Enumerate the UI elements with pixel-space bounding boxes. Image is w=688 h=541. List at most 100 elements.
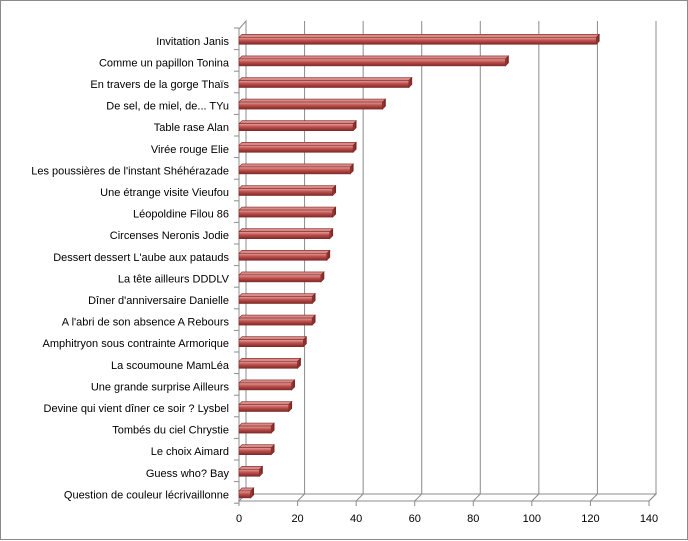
category-label: Guess who? Bay <box>146 468 230 480</box>
plot-walls <box>237 19 658 503</box>
category-label: Dîner d'anniversaire Danielle <box>88 295 229 307</box>
bar-end <box>352 119 357 132</box>
x-tick-label: 40 <box>350 513 362 525</box>
bar-top <box>238 206 337 211</box>
bar-end <box>382 98 386 110</box>
category-label: A l'abri de son absence A Rebours <box>62 317 230 329</box>
bar-top <box>238 465 264 470</box>
bar-top <box>238 336 308 341</box>
category-label: Virée rouge Elie <box>151 144 229 156</box>
bar-end <box>329 227 334 240</box>
category-label: Table rase Alan <box>154 122 229 134</box>
bar <box>238 209 334 218</box>
floor-gridline <box>590 493 598 502</box>
x-tick-label: 140 <box>640 513 658 525</box>
bar <box>238 188 334 196</box>
floor-gridline <box>648 493 657 502</box>
category-label: De sel, de miel, de... TYu <box>106 101 229 113</box>
bar-end <box>408 76 413 89</box>
category-label: En travers de la gorge Thaïs <box>90 79 229 91</box>
bar-end <box>250 487 255 499</box>
floor-gridline <box>531 493 540 502</box>
bar-top <box>238 33 601 38</box>
floor-gridline <box>355 493 364 502</box>
bar-end <box>320 271 325 283</box>
bar-top <box>238 401 293 405</box>
bar <box>238 339 304 348</box>
bar-end <box>259 465 263 478</box>
bar-top <box>238 379 296 384</box>
bar-end <box>505 55 509 67</box>
x-tick-labels: 0 20 40 60 80 100 120 140 <box>236 513 658 525</box>
bar <box>238 447 272 456</box>
bar <box>238 382 293 391</box>
grid-lines <box>234 21 657 506</box>
floor-gridline <box>414 493 423 502</box>
bar-end <box>595 33 600 46</box>
bar-end <box>311 314 316 326</box>
bar <box>238 317 313 326</box>
bar <box>238 490 252 499</box>
category-label: Invitation Janis <box>156 36 229 48</box>
x-tick-label: 120 <box>581 513 599 525</box>
bar-end <box>349 163 354 175</box>
bar <box>238 123 354 131</box>
bar <box>238 80 410 88</box>
bar-top <box>238 271 325 276</box>
x-tick-label: 20 <box>291 513 303 525</box>
bar-top <box>238 228 334 232</box>
bar-top <box>238 142 357 146</box>
category-label: Amphitryon sous contrainte Armorique <box>43 338 229 350</box>
bar-top <box>238 422 275 427</box>
category-labels: Invitation Janis Comme un papillon Tonina… <box>31 36 230 502</box>
floor-gridline <box>297 493 305 502</box>
bar-top <box>238 293 316 297</box>
bar-top <box>238 357 302 362</box>
bar <box>238 274 322 283</box>
bar <box>238 145 354 153</box>
category-label: Une grande surprise Ailleurs <box>91 381 230 393</box>
bar <box>238 166 351 175</box>
bar <box>238 468 260 477</box>
bar-top <box>238 250 331 254</box>
category-label: La tête ailleurs DDDLV <box>118 273 230 285</box>
bar-top <box>238 55 510 60</box>
bar-end <box>303 335 307 348</box>
bar-end <box>288 400 293 413</box>
bar-end <box>311 292 316 305</box>
category-label: Question de couleur lécrivaillonne <box>64 489 229 501</box>
bar-end <box>270 443 275 456</box>
x-tick-label: 60 <box>409 513 421 525</box>
category-label: Tombés du ciel Chrystie <box>112 425 229 437</box>
bar <box>238 296 313 304</box>
floor-gridline <box>472 493 481 502</box>
bar-end <box>326 249 331 262</box>
bar-end <box>332 184 337 197</box>
category-label: Dessert dessert L'aube aux patauds <box>53 252 229 264</box>
bar-top <box>238 444 275 449</box>
x-tick-label: 80 <box>467 513 479 525</box>
bars <box>238 33 601 499</box>
bar-top <box>238 185 337 189</box>
bar-top <box>238 314 316 319</box>
x-tick-label: 0 <box>236 513 242 525</box>
bar <box>238 253 328 261</box>
bar-end <box>297 357 301 370</box>
category-label: Les poussières de l'instant Shéhérazade <box>31 165 229 177</box>
bar-end <box>270 422 275 434</box>
bar <box>238 231 331 239</box>
category-label: Comme un papillon Tonina <box>99 57 230 69</box>
bar <box>238 360 298 369</box>
bar-top <box>238 120 357 124</box>
bar-top <box>238 98 387 103</box>
bar-end <box>332 206 337 218</box>
bar-end <box>291 379 296 391</box>
bar <box>238 101 383 110</box>
bar <box>238 58 506 67</box>
category-label: Léopoldine Filou 86 <box>133 209 229 221</box>
bar-top <box>238 163 355 168</box>
bar <box>238 425 272 434</box>
bar <box>238 36 597 45</box>
